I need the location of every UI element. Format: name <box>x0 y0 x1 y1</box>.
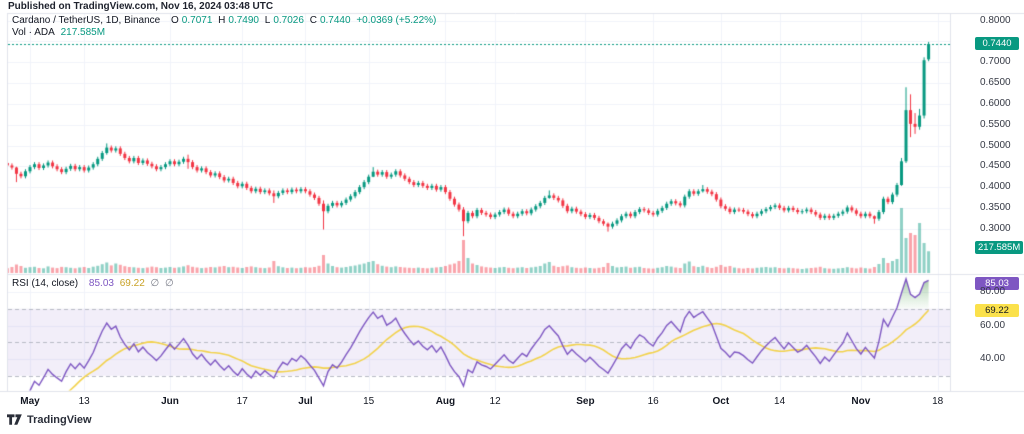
volume-value: 217.585M <box>60 27 106 38</box>
published-bar: Published on TradingView.com, Nov 16, 20… <box>8 1 274 12</box>
price-axis-tick: 0.5500 <box>980 118 1011 130</box>
price-axis-tick: 0.4000 <box>980 181 1011 193</box>
time-axis-tick: May <box>20 396 40 407</box>
rsi-value-badge: 85.03 <box>975 277 1019 291</box>
price-axis-tick: 0.6500 <box>980 77 1011 89</box>
rsi-empty-set-2: ∅ <box>165 278 174 289</box>
open-value: 0.7071 <box>181 15 213 26</box>
volume-legend-row: Vol · ADA 217.585M <box>12 27 108 38</box>
time-axis-tick: 17 <box>236 396 248 407</box>
tradingview-brand-text: TradingView <box>27 414 92 426</box>
price-axis-tick: 0.4500 <box>980 160 1011 172</box>
high-value: 0.7490 <box>228 15 259 26</box>
tradingview-logo[interactable]: TradingView <box>7 414 92 426</box>
rsi-legend-row: RSI (14, close) 85.03 69.22 ∅ ∅ <box>12 278 177 289</box>
time-axis-tick: Nov <box>851 396 871 407</box>
time-axis-tick: 14 <box>774 396 786 407</box>
volume-label: Vol · ADA <box>12 27 55 38</box>
time-axis-tick: 16 <box>647 396 659 407</box>
symbol-legend-row: Cardano / TetherUS, 1D, Binance O 0.7071 … <box>12 15 439 26</box>
tradingview-tv-icon <box>7 414 22 425</box>
time-axis-tick: 13 <box>78 396 90 407</box>
time-axis-tick: 12 <box>489 396 501 407</box>
price-axis-tick: 0.8000 <box>980 14 1011 26</box>
price-axis-tick: 0.6000 <box>980 97 1011 109</box>
price-axis-tick: 0.3000 <box>980 222 1011 234</box>
high-label: H <box>218 15 226 26</box>
time-axis-tick: Jun <box>161 396 179 407</box>
open-label: O <box>171 15 179 26</box>
close-label: C <box>309 15 317 26</box>
rsi-axis-tick: 40.00 <box>980 353 1006 364</box>
rsi-value: 85.03 <box>88 278 114 289</box>
change-value: +0.0369 (+5.22%) <box>356 15 437 26</box>
current-volume-badge: 217.585M <box>975 240 1024 254</box>
time-axis-tick: 18 <box>932 396 944 407</box>
time-axis-tick: Jul <box>298 396 313 407</box>
current-price-badge: 0.7440 <box>975 36 1019 50</box>
symbol-title: Cardano / TetherUS, 1D, Binance <box>12 15 161 26</box>
price-axis-tick: 0.5000 <box>980 139 1011 151</box>
rsi-axis-tick: 60.00 <box>980 319 1006 331</box>
rsi-ma-value-badge: 69.22 <box>975 303 1019 317</box>
low-label: L <box>264 15 271 26</box>
close-value: 0.7440 <box>319 15 351 26</box>
time-axis-tick: Oct <box>712 396 730 407</box>
rsi-title: RSI (14, close) <box>12 278 79 289</box>
low-value: 0.7026 <box>273 15 304 26</box>
rsi-empty-set-1: ∅ <box>150 278 160 289</box>
time-axis-tick: Sep <box>576 396 595 407</box>
rsi-ma-value: 69.22 <box>119 278 145 289</box>
rsi-axis-tick: 80.00 <box>980 286 1006 297</box>
price-axis-tick: 0.3500 <box>980 201 1011 213</box>
time-axis-tick: 15 <box>363 396 375 407</box>
time-axis-tick: Aug <box>435 396 456 407</box>
price-axis-tick: 0.7000 <box>980 56 1011 68</box>
